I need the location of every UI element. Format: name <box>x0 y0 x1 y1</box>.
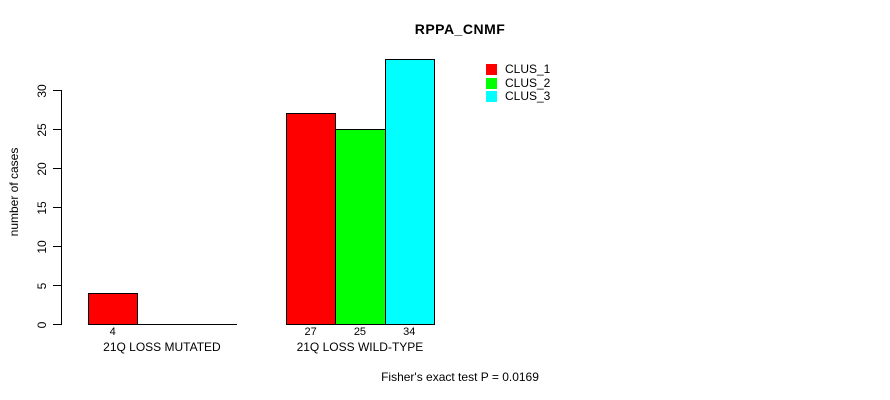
y-axis-line <box>61 90 62 325</box>
category-label-group2: 21Q LOSS WILD-TYPE <box>296 340 424 354</box>
legend-swatch-clus_1 <box>486 64 497 75</box>
fisher-test-annotation: Fisher's exact test P = 0.0169 <box>381 370 539 384</box>
y-axis-tick <box>53 285 61 286</box>
bar-clus_3-group1-zero-baseline <box>186 324 237 325</box>
bar-value-label: 25 <box>353 326 367 338</box>
y-axis-tick <box>53 129 61 130</box>
bar-value-label: 34 <box>403 326 416 338</box>
legend-label-clus_3: CLUS_3 <box>505 89 551 103</box>
y-axis-tick-label: 20 <box>35 161 49 176</box>
y-axis-tick <box>53 246 61 247</box>
bar-clus_2-group1-zero-baseline <box>137 324 188 325</box>
y-axis-tick <box>53 324 61 325</box>
y-axis-tick <box>53 207 61 208</box>
y-axis-tick-label: 30 <box>35 83 49 98</box>
bar-clus_1-group2 <box>286 113 337 325</box>
y-axis-tick-label: 15 <box>35 200 49 215</box>
legend-label-clus_2: CLUS_2 <box>505 75 551 90</box>
y-axis-tick <box>53 168 61 169</box>
bar-clus_3-group2 <box>384 58 435 325</box>
y-axis-tick-label: 25 <box>35 122 49 137</box>
legend-swatch-clus_3 <box>486 91 497 102</box>
bar-clus_2-group2 <box>335 129 386 325</box>
legend-swatch-clus_2 <box>486 77 497 89</box>
y-axis-tick-label: 10 <box>35 239 49 254</box>
bar-clus_1-group1 <box>88 292 139 325</box>
bar-value-label: 4 <box>109 326 116 338</box>
y-axis-tick-label: 5 <box>35 282 49 289</box>
category-label-group1: 21Q LOSS MUTATED <box>103 340 221 354</box>
legend-label-clus_1: CLUS_1 <box>505 62 551 76</box>
chart-title: RPPA_CNMF <box>414 21 506 37</box>
y-axis-label: number of cases <box>7 147 21 237</box>
y-axis-tick <box>53 90 61 91</box>
bar-value-label: 27 <box>304 326 317 338</box>
y-axis-tick-label: 0 <box>35 321 49 328</box>
